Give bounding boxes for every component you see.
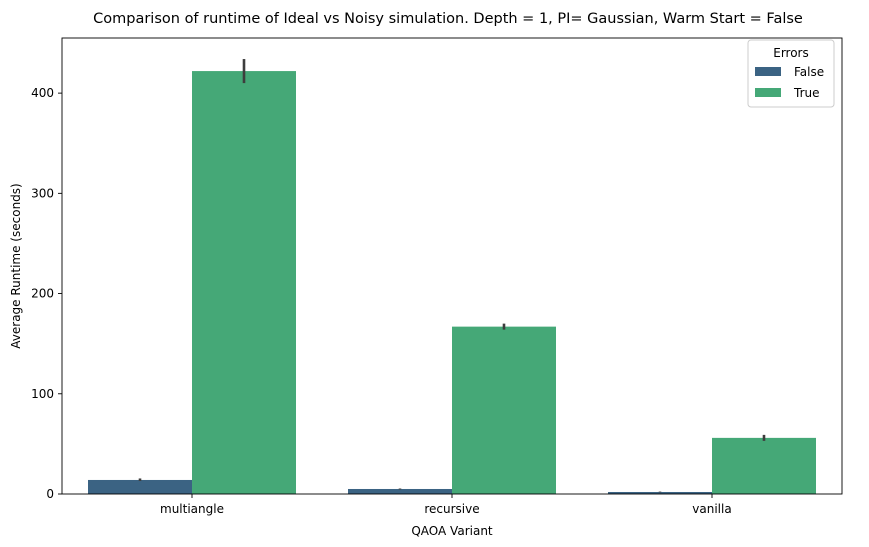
y-tick-label-0: 0 bbox=[46, 487, 54, 501]
legend-swatch-true bbox=[755, 88, 781, 97]
x-tick-label-recursive: recursive bbox=[424, 502, 479, 516]
bar-recursive-true bbox=[452, 326, 556, 494]
x-axis-label: QAOA Variant bbox=[411, 524, 493, 538]
legend-swatch-false bbox=[755, 67, 781, 76]
legend-label-false: False bbox=[794, 65, 824, 79]
error-bars-layer bbox=[138, 59, 766, 493]
y-tick-label-200: 200 bbox=[31, 287, 54, 301]
bar-recursive-false bbox=[348, 488, 452, 494]
x-axis: multiangle recursive vanilla bbox=[160, 494, 732, 516]
x-tick-label-vanilla: vanilla bbox=[692, 502, 731, 516]
legend-label-true: True bbox=[793, 86, 820, 100]
bar-multiangle-true bbox=[192, 71, 296, 495]
plot-frame bbox=[61, 37, 843, 495]
y-tick-label-400: 400 bbox=[31, 86, 54, 100]
bar-vanilla-true bbox=[712, 437, 816, 494]
bar-vanilla-false bbox=[608, 491, 712, 494]
y-tick-label-300: 300 bbox=[31, 186, 54, 200]
chart-title: Comparison of runtime of Ideal vs Noisy … bbox=[93, 11, 803, 27]
x-tick-label-multiangle: multiangle bbox=[160, 502, 224, 516]
bar-multiangle-false bbox=[88, 479, 192, 494]
legend-title: Errors bbox=[773, 46, 809, 60]
y-axis-label: Average Runtime (seconds) bbox=[9, 183, 23, 348]
legend: Errors False True bbox=[747, 39, 835, 108]
y-axis: 0 100 200 300 400 bbox=[31, 86, 62, 501]
bars-layer bbox=[88, 71, 816, 495]
y-tick-label-100: 100 bbox=[31, 387, 54, 401]
